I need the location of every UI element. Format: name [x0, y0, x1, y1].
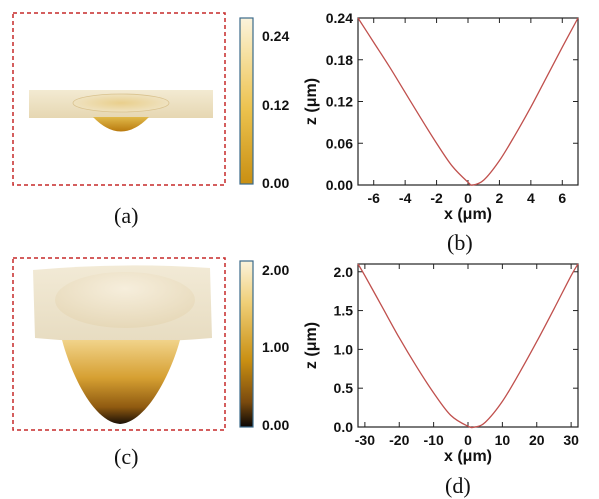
panel-a-bump — [93, 117, 149, 132]
caption-c: (c) — [114, 444, 138, 469]
panel-a-frame — [12, 12, 226, 186]
panel-c-frame — [12, 257, 226, 431]
chart-b-ytick-label: 0.12 — [326, 94, 353, 110]
chart-d-xtick-label: -30 — [355, 432, 375, 448]
caption-d: (d) — [445, 473, 471, 498]
panel-c-render — [12, 257, 226, 431]
chart-b-plot-frame — [357, 17, 579, 186]
chart-b-ylabel: z (μm) — [303, 78, 320, 125]
chart-d-ytick-label: 0.5 — [334, 380, 354, 396]
chart-b-ytick-label: 0.24 — [326, 10, 353, 26]
chart-d-xtick-label: 20 — [529, 432, 545, 448]
chart-d-plot-frame — [357, 263, 579, 428]
colorbar-c-tick-mid: 1.00 — [262, 339, 289, 355]
chart-b-series-line — [357, 17, 579, 186]
chart-b-xtick-label: 4 — [527, 190, 535, 206]
colorbar-a-tick-top: 0.24 — [262, 28, 289, 44]
chart-b-xlabel: x (μm) — [444, 206, 492, 223]
colorbar-a-tick-mid: 0.12 — [262, 97, 289, 113]
chart-d-ytick-label: 1.5 — [334, 303, 354, 319]
chart-b: -6 -4 -2 0 2 4 6 0.00 0.06 0.12 0.18 0.24 x (μm) z (μ… — [303, 10, 579, 223]
chart-d-ytick-label: 1.0 — [334, 341, 354, 357]
chart-b-ytick-label: 0.00 — [326, 177, 353, 193]
chart-d-ytick-label: 2.0 — [334, 264, 354, 280]
colorbar-a-tick-bottom: 0.00 — [262, 175, 289, 191]
chart-d-xtick-label: 10 — [495, 432, 511, 448]
panel-a-dish — [72, 93, 170, 113]
chart-b-xtick-label: -6 — [367, 190, 380, 206]
colorbar-c-tick-bottom: 0.00 — [262, 417, 289, 433]
colorbar-a-bar — [239, 17, 254, 185]
panel-c-dish — [55, 272, 195, 328]
colorbar-c: 2.00 1.00 0.00 — [239, 260, 289, 433]
caption-b: (b) — [447, 230, 473, 255]
chart-d-xtick-label: 30 — [563, 432, 579, 448]
chart-d-xlabel: x (μm) — [444, 448, 492, 465]
panel-a-render — [12, 12, 226, 186]
colorbar-c-tick-top: 2.00 — [262, 262, 289, 278]
chart-b-xtick-label: 6 — [558, 190, 566, 206]
chart-d-ylabel: z (μm) — [303, 322, 320, 369]
chart-b-xtick-label: -4 — [399, 190, 412, 206]
chart-b-ytick-label: 0.06 — [326, 135, 353, 151]
chart-b-xtick-label: 0 — [464, 190, 472, 206]
caption-a: (a) — [114, 203, 138, 228]
chart-d-xtick-label: -10 — [424, 432, 444, 448]
chart-d-ytick-label: 0.0 — [334, 419, 354, 435]
colorbar-a: 0.24 0.12 0.00 — [239, 17, 289, 191]
chart-d-series-line — [357, 263, 579, 429]
chart-b-xtick-label: 2 — [496, 190, 504, 206]
chart-d-xtick-label: -20 — [389, 432, 409, 448]
chart-d: -30 -20 -10 0 10 20 30 0.0 0.5 1.0 1.5 2.0 x (μm) z (… — [303, 263, 579, 465]
chart-b-ytick-label: 0.18 — [326, 52, 353, 68]
chart-b-xtick-label: -2 — [430, 190, 443, 206]
panel-c-bump — [62, 340, 180, 424]
colorbar-c-bar — [239, 260, 254, 428]
chart-d-xtick-label: 0 — [464, 432, 472, 448]
